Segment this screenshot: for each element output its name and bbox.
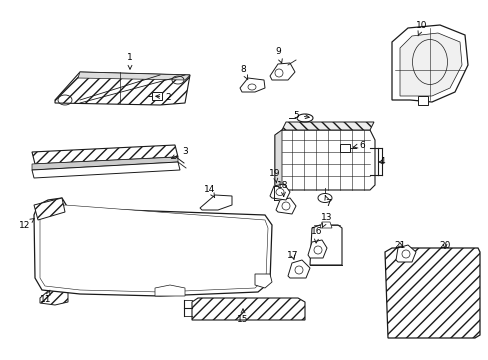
Polygon shape <box>34 198 271 296</box>
Polygon shape <box>282 122 373 130</box>
Text: 9: 9 <box>275 48 282 63</box>
Bar <box>152 92 162 100</box>
Text: 11: 11 <box>40 290 52 305</box>
Polygon shape <box>192 298 305 320</box>
Polygon shape <box>384 248 479 338</box>
Polygon shape <box>275 198 295 214</box>
Text: 14: 14 <box>204 185 215 197</box>
Text: 1: 1 <box>127 54 133 69</box>
Polygon shape <box>254 274 271 288</box>
Text: 19: 19 <box>269 168 280 183</box>
Polygon shape <box>417 96 427 105</box>
Polygon shape <box>309 225 341 265</box>
Text: 21: 21 <box>393 240 405 249</box>
Text: 17: 17 <box>286 252 298 261</box>
Polygon shape <box>240 78 264 92</box>
Polygon shape <box>32 162 180 178</box>
Polygon shape <box>269 63 294 80</box>
Polygon shape <box>307 240 326 258</box>
Polygon shape <box>269 184 289 200</box>
Polygon shape <box>40 285 68 305</box>
Text: 13: 13 <box>321 213 332 228</box>
Text: 16: 16 <box>311 228 322 243</box>
Bar <box>339 144 349 152</box>
Polygon shape <box>55 72 190 105</box>
Text: 7: 7 <box>324 195 330 207</box>
Polygon shape <box>40 205 267 292</box>
Text: 15: 15 <box>237 309 248 324</box>
Polygon shape <box>155 285 184 296</box>
Polygon shape <box>34 198 65 220</box>
Text: 20: 20 <box>438 240 450 249</box>
Text: 10: 10 <box>415 22 427 36</box>
Polygon shape <box>274 130 282 190</box>
Text: 5: 5 <box>292 111 308 120</box>
Text: 2: 2 <box>156 93 170 102</box>
Polygon shape <box>395 245 415 262</box>
Polygon shape <box>274 130 374 190</box>
Polygon shape <box>391 25 467 102</box>
Text: 12: 12 <box>19 219 34 230</box>
Polygon shape <box>287 260 309 278</box>
Text: 3: 3 <box>171 148 187 158</box>
Polygon shape <box>32 157 178 170</box>
Polygon shape <box>32 145 178 164</box>
Polygon shape <box>200 195 231 210</box>
Text: 18: 18 <box>277 181 288 197</box>
Polygon shape <box>319 222 331 228</box>
Polygon shape <box>399 33 461 96</box>
Text: 8: 8 <box>240 66 247 80</box>
Text: 6: 6 <box>353 140 364 149</box>
Text: 4: 4 <box>378 158 384 166</box>
Polygon shape <box>78 72 190 80</box>
